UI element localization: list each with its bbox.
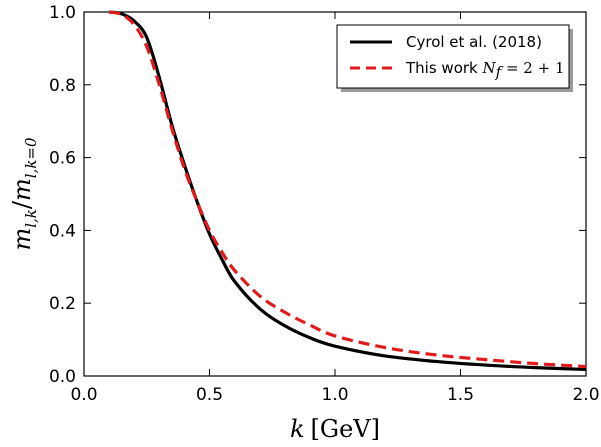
legend-label-cyrol: Cyrol et al. (2018) bbox=[406, 33, 542, 51]
y-tick-label: 0.4 bbox=[49, 221, 76, 241]
y-axis-label: ml,k/ml,k=0 bbox=[8, 137, 40, 251]
y-tick-label: 0.6 bbox=[49, 149, 76, 169]
legend-label-this-work: This work Nf = 2 + 1 bbox=[405, 59, 564, 81]
x-tick-label: 1.5 bbox=[447, 385, 474, 405]
series-line-cyrol bbox=[108, 10, 587, 372]
y-tick-label: 0.8 bbox=[49, 76, 76, 96]
legend: Cyrol et al. (2018) This work Nf = 2 + 1 bbox=[336, 24, 573, 92]
svg-text:ml,k/ml,k=0: ml,k/ml,k=0 bbox=[8, 137, 40, 251]
series-group bbox=[108, 10, 587, 372]
y-tick-label: 0.2 bbox=[49, 294, 76, 314]
y-tick-label: 0.0 bbox=[49, 367, 76, 387]
x-axis-label: k [GeV] bbox=[290, 415, 380, 443]
series-line-this-work bbox=[108, 10, 587, 369]
axis-ticks: 0.0 0.5 1.0 1.5 2.0 0.0 0.2 0.4 0.6 0.8 1.0 bbox=[49, 3, 600, 405]
x-tick-label: 2.0 bbox=[572, 385, 599, 405]
x-tick-label: 0.0 bbox=[70, 385, 97, 405]
x-tick-label: 0.5 bbox=[196, 385, 223, 405]
y-tick-label: 1.0 bbox=[49, 3, 76, 23]
x-tick-label: 1.0 bbox=[321, 385, 348, 405]
